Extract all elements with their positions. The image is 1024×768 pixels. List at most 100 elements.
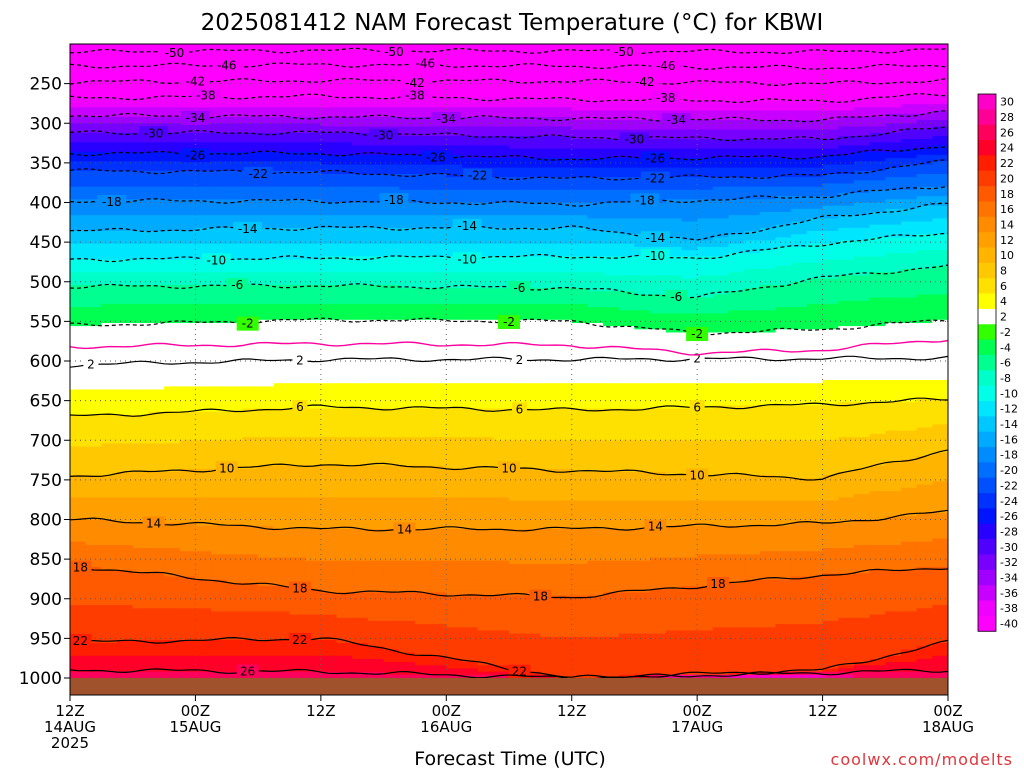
temperature-cell	[414, 348, 432, 353]
temperature-cell	[211, 386, 228, 391]
temperature-cell	[430, 47, 447, 51]
temperature-cell	[352, 513, 369, 517]
temperature-cell	[289, 624, 306, 628]
temperature-cell	[383, 316, 400, 321]
temperature-cell	[164, 370, 181, 375]
temperature-cell	[226, 88, 244, 93]
temperature-cell	[305, 240, 322, 245]
temperature-cell	[242, 544, 259, 549]
temperature-cell	[446, 373, 463, 378]
temperature-cell	[367, 446, 385, 451]
temperature-cell	[195, 284, 212, 289]
temperature-cell	[273, 557, 291, 562]
temperature-cell	[367, 516, 385, 521]
temperature-cell	[195, 443, 212, 448]
temperature-cell	[273, 655, 291, 660]
temperature-cell	[383, 120, 400, 124]
temperature-cell	[414, 475, 432, 479]
temperature-cell	[101, 69, 118, 74]
temperature-cell	[273, 281, 291, 286]
temperature-cell	[336, 418, 353, 422]
temperature-cell	[226, 519, 244, 524]
temperature-cell	[85, 551, 102, 555]
temperature-cell	[101, 605, 118, 609]
temperature-cell	[101, 522, 118, 527]
temperature-cell	[132, 674, 149, 679]
temperature-cell	[273, 180, 291, 185]
temperature-cell	[132, 630, 149, 635]
temperature-cell	[242, 367, 259, 372]
temperature-cell	[399, 294, 416, 299]
temperature-cell	[148, 284, 165, 289]
temperature-cell	[273, 614, 291, 619]
temperature-cell	[367, 576, 385, 581]
temperature-cell	[320, 129, 338, 134]
temperature-cell	[101, 649, 118, 654]
temperature-cell	[336, 633, 353, 638]
temperature-cell	[258, 411, 275, 416]
temperature-cell	[258, 380, 275, 384]
temperature-cell	[399, 468, 416, 473]
temperature-cell	[430, 459, 447, 464]
temperature-cell	[117, 544, 134, 549]
temperature-cell	[85, 180, 102, 185]
temperature-cell	[273, 525, 291, 530]
temperature-cell	[305, 132, 322, 137]
temperature-cell	[399, 281, 416, 286]
temperature-cell	[117, 326, 134, 330]
temperature-cell	[273, 313, 291, 318]
temperature-cell	[289, 646, 306, 651]
temperature-cell	[367, 126, 385, 131]
temperature-cell	[258, 399, 275, 403]
temperature-cell	[226, 189, 244, 194]
temperature-cell	[242, 72, 259, 77]
temperature-cell	[336, 487, 353, 492]
temperature-cell	[258, 120, 275, 124]
temperature-cell	[148, 85, 165, 89]
temperature-cell	[117, 411, 134, 416]
temperature-cell	[85, 265, 102, 270]
temperature-cell	[352, 129, 369, 134]
temperature-cell	[399, 640, 416, 644]
temperature-cell	[226, 47, 244, 51]
temperature-cell	[336, 342, 353, 346]
temperature-cell	[195, 497, 212, 502]
temperature-cell	[148, 601, 165, 606]
temperature-cell	[148, 383, 165, 387]
temperature-cell	[399, 665, 416, 670]
temperature-cell	[414, 69, 432, 74]
temperature-cell	[289, 164, 306, 169]
temperature-cell	[85, 91, 102, 96]
temperature-cell	[289, 500, 306, 505]
temperature-cell	[195, 659, 212, 663]
temperature-cell	[195, 538, 212, 543]
temperature-cell	[164, 104, 181, 108]
temperature-cell	[289, 250, 306, 254]
temperature-cell	[164, 595, 181, 600]
temperature-cell	[226, 595, 244, 600]
temperature-cell	[164, 617, 181, 622]
temperature-cell	[242, 351, 259, 356]
temperature-cell	[305, 104, 322, 108]
temperature-cell	[320, 408, 338, 413]
temperature-cell	[85, 154, 102, 159]
temperature-cell	[273, 484, 291, 489]
temperature-cell	[195, 643, 212, 647]
temperature-cell	[242, 215, 259, 219]
temperature-cell	[195, 250, 212, 254]
temperature-cell	[101, 630, 118, 635]
temperature-cell	[446, 63, 463, 67]
temperature-cell	[85, 129, 102, 134]
temperature-cell	[320, 402, 338, 406]
temperature-cell	[336, 389, 353, 394]
temperature-cell	[367, 110, 385, 115]
temperature-cell	[148, 224, 165, 229]
temperature-cell	[320, 459, 338, 464]
temperature-cell	[273, 529, 291, 533]
temperature-cell	[305, 205, 322, 210]
temperature-cell	[383, 659, 400, 663]
temperature-cell	[383, 414, 400, 419]
temperature-cell	[446, 250, 463, 254]
temperature-cell	[383, 582, 400, 587]
temperature-cell	[430, 443, 447, 448]
